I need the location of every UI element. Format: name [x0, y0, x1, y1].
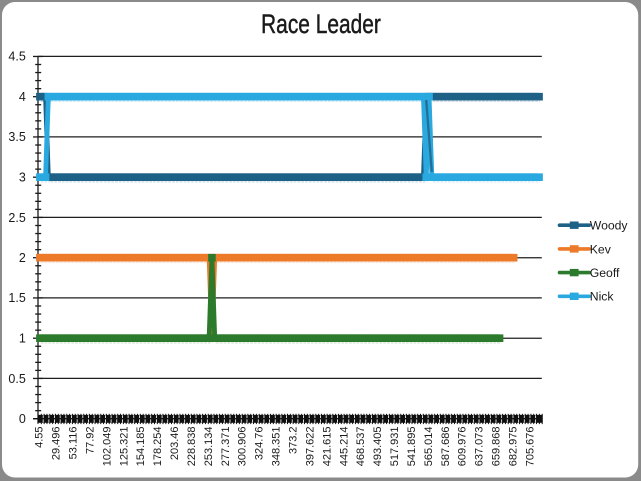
svg-text:421.615: 421.615 [321, 427, 333, 467]
svg-text:348.351: 348.351 [271, 427, 283, 467]
svg-text:4: 4 [19, 90, 26, 104]
svg-text:517.931: 517.931 [389, 427, 401, 467]
svg-text:3.5: 3.5 [8, 130, 25, 144]
svg-text:0.5: 0.5 [8, 372, 25, 386]
svg-text:565.014: 565.014 [423, 427, 435, 467]
svg-text:637.073: 637.073 [474, 427, 486, 467]
svg-text:253.134: 253.134 [203, 427, 215, 467]
svg-text:373.2: 373.2 [288, 427, 300, 455]
svg-text:Kev: Kev [590, 242, 612, 256]
svg-text:659.868: 659.868 [491, 427, 503, 467]
svg-text:541.895: 541.895 [406, 427, 418, 467]
svg-text:468.537: 468.537 [355, 427, 367, 467]
svg-text:2.5: 2.5 [8, 211, 25, 225]
svg-text:102.049: 102.049 [101, 427, 113, 467]
svg-text:2: 2 [19, 251, 26, 265]
svg-text:228.838: 228.838 [186, 427, 198, 467]
svg-text:4.55: 4.55 [34, 427, 46, 448]
svg-text:445.214: 445.214 [338, 427, 350, 467]
svg-text:1: 1 [19, 332, 26, 346]
svg-text:3: 3 [19, 171, 26, 185]
svg-text:53.116: 53.116 [68, 427, 80, 460]
svg-text:77.92: 77.92 [84, 427, 96, 455]
svg-text:Nick: Nick [590, 290, 615, 304]
svg-text:0: 0 [19, 412, 26, 426]
svg-text:324.76: 324.76 [254, 427, 266, 461]
svg-text:203.46: 203.46 [169, 427, 181, 461]
svg-text:300.906: 300.906 [237, 427, 249, 467]
svg-text:493.405: 493.405 [372, 427, 384, 467]
svg-text:397.622: 397.622 [304, 427, 316, 467]
svg-text:705.676: 705.676 [524, 427, 536, 467]
svg-text:587.686: 587.686 [440, 427, 452, 467]
svg-text:1.5: 1.5 [8, 291, 25, 305]
svg-text:29.496: 29.496 [51, 427, 63, 461]
svg-text:682.975: 682.975 [507, 427, 519, 467]
svg-text:4.5: 4.5 [8, 50, 25, 64]
svg-text:Race Leader: Race Leader [261, 10, 381, 40]
svg-text:125.321: 125.321 [118, 427, 130, 467]
svg-text:154.185: 154.185 [135, 427, 147, 467]
svg-text:Geoff: Geoff [590, 266, 620, 280]
svg-text:277.371: 277.371 [220, 427, 232, 467]
svg-text:609.976: 609.976 [457, 427, 469, 467]
svg-text:Woody: Woody [590, 219, 629, 233]
svg-text:178.254: 178.254 [152, 427, 164, 467]
